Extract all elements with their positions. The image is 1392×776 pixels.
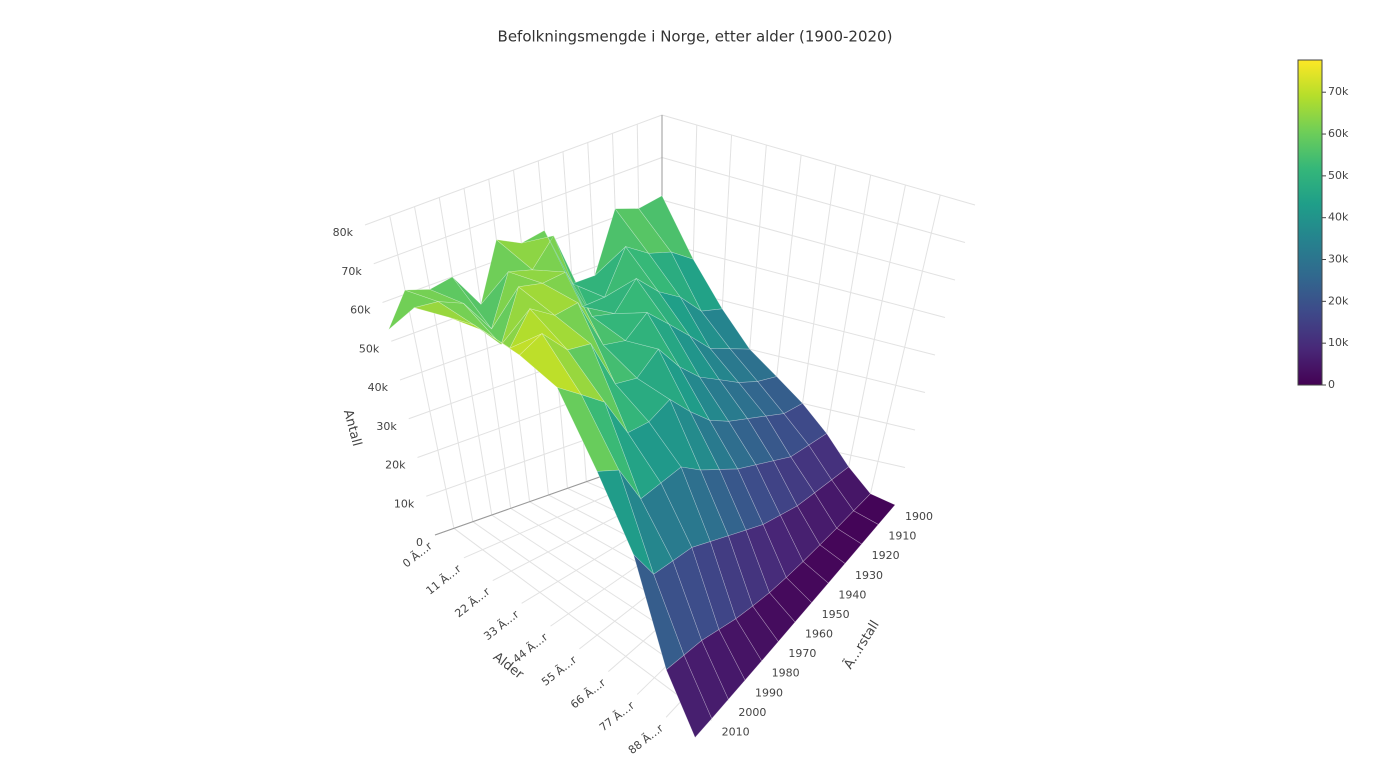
y-tick-label: 2000 [738,706,766,719]
y-tick-label: 1920 [872,549,900,562]
z-tick-label: 20k [385,459,406,472]
grid-line [661,242,946,318]
grid-line [842,184,906,494]
z-tick-label: 60k [350,304,371,317]
z-tick-label: 70k [341,265,362,278]
surface-cell [701,629,746,700]
y-tick-label: 1970 [788,647,816,660]
colorbar-tick-label: 40k [1328,211,1349,224]
x-tick-label: 66 Ã…r [568,676,608,711]
y-tick-label: 2010 [722,725,750,738]
colorbar-tick-label: 20k [1328,294,1349,307]
z-tick-label: 0 [416,536,423,549]
y-tick-label: 1950 [822,608,850,621]
z-tick-label: 30k [376,420,397,433]
colorbar-tick-label: 0 [1328,378,1335,391]
x-tick-label: 44 Ã…r [510,630,550,665]
z-tick-label: 40k [368,381,389,394]
colorbar-tick-label: 50k [1328,169,1349,182]
x-tick-label: 55 Ã…r [539,653,579,688]
y-tick-label: 1980 [772,667,800,680]
x-tick-label: 77 Ã…r [597,699,637,734]
grid-line [661,157,966,243]
z-tick-label: 80k [333,226,354,239]
chart-title: Befolkningsmengde i Norge, etter alder (… [498,28,893,46]
grid-line [661,199,956,281]
grid-line [389,215,455,529]
colorbar-tick-label: 30k [1328,253,1349,266]
y-tick-label: 1910 [888,530,916,543]
colorbar-tick-label: 70k [1328,85,1349,98]
grid-line [661,114,976,206]
z-axis-title: Antall [340,408,364,448]
surface-cell [853,493,896,525]
y-tick-label: 1930 [855,569,883,582]
grid-line [868,194,941,500]
surface-cell [785,561,829,604]
x-tick-label: 33 Ã…r [481,608,521,643]
colorbar-tick-label: 60k [1328,127,1349,140]
x-tick-label: 11 Ã…r [424,562,464,597]
y-tick-label: 1940 [838,588,866,601]
x-tick-label: 22 Ã…r [453,585,493,620]
colorbar [1297,59,1323,386]
x-tick-label: 88 Ã…r [626,721,666,756]
y-tick-label: 1990 [755,686,783,699]
z-tick-label: 10k [394,497,415,510]
grid-line [438,197,493,516]
surface-cell [752,592,796,643]
y-tick-label: 1960 [805,628,833,641]
grid-line [453,527,712,721]
grid-line [463,188,512,509]
y-axis-title: Ã…rstall [840,617,882,672]
grid-line [414,206,474,522]
surface-cell [819,527,863,564]
y-tick-label: 1900 [905,510,933,523]
z-tick-label: 50k [359,342,380,355]
colorbar-tick-label: 10k [1328,336,1349,349]
